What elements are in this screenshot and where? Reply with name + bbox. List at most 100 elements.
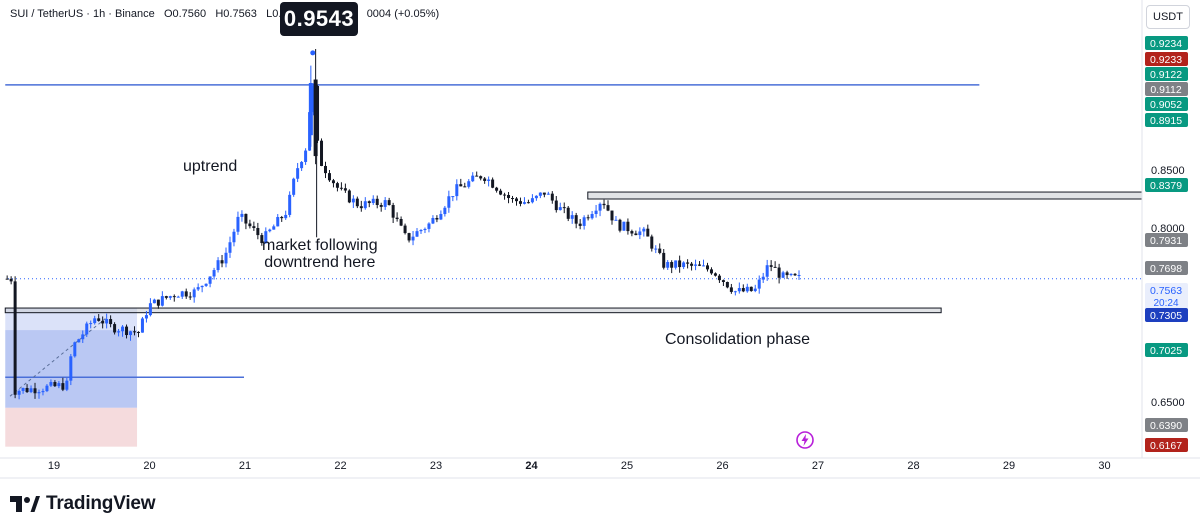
price-tag-0-7025: 0.7025 xyxy=(1145,343,1188,357)
price-tag-bg xyxy=(1145,67,1188,81)
candle-body xyxy=(347,190,351,203)
interval[interactable]: 1h xyxy=(92,8,106,20)
candle-body xyxy=(260,235,264,244)
target-zone-light xyxy=(5,308,138,331)
candle-body xyxy=(132,331,136,333)
peak-prev-body xyxy=(308,83,313,136)
candle-body xyxy=(443,207,447,215)
peak-candle-body xyxy=(313,79,318,157)
candle-body xyxy=(499,190,503,195)
x-tick-label: 30 xyxy=(1098,460,1110,472)
candle-body xyxy=(642,228,646,232)
candle-body xyxy=(391,205,395,218)
candle-body xyxy=(304,150,308,162)
price-tag-label: 0.7305 xyxy=(1150,310,1182,322)
candle-body xyxy=(244,213,248,224)
candle-body xyxy=(125,326,129,336)
price-tag-0-6390: 0.6390 xyxy=(1145,418,1188,432)
candle-body xyxy=(5,278,9,280)
candle-body xyxy=(113,324,117,333)
candle-body xyxy=(698,264,702,266)
candle-body xyxy=(694,264,698,266)
candle-body xyxy=(773,266,777,268)
price-tag-bg xyxy=(1145,343,1188,357)
candle-body xyxy=(793,273,797,276)
price-tag-label: 0.6167 xyxy=(1150,440,1182,452)
candle-body xyxy=(682,262,686,268)
candle-body xyxy=(717,275,721,281)
candle-body xyxy=(172,296,176,298)
candle-body xyxy=(415,231,419,237)
candle-body xyxy=(761,276,765,280)
candle-body xyxy=(300,161,304,169)
candle-body xyxy=(13,281,17,395)
y-tick-label: 0.6500 xyxy=(1151,397,1185,409)
candle-body xyxy=(526,202,530,204)
candle-body xyxy=(65,380,69,390)
candle-body xyxy=(467,181,471,187)
price-tag-bg xyxy=(1145,283,1188,309)
candle-body xyxy=(514,198,518,202)
price-tag-0-7698: 0.7698 xyxy=(1145,261,1188,275)
candle-body xyxy=(626,221,630,232)
candle-body xyxy=(522,202,526,204)
candle-body xyxy=(459,184,463,187)
candle-body xyxy=(312,85,316,113)
candle-body xyxy=(455,184,459,197)
x-tick-label: 29 xyxy=(1003,460,1015,472)
candle-body xyxy=(578,223,582,226)
candle-body xyxy=(733,291,737,293)
candle-body xyxy=(702,265,706,267)
x-tick-label: 21 xyxy=(239,460,251,472)
candle-body xyxy=(554,200,558,211)
candle-body xyxy=(662,252,666,268)
tradingview-logo[interactable]: TradingView xyxy=(10,493,156,515)
candle-body xyxy=(638,231,642,236)
candle-body xyxy=(598,203,602,211)
candle-body xyxy=(650,236,654,249)
x-tick-label: 25 xyxy=(621,460,633,472)
candle-body xyxy=(208,276,212,284)
candle-body xyxy=(335,183,339,188)
candle-body xyxy=(383,200,387,207)
candle-body xyxy=(61,383,65,390)
candle-body xyxy=(785,272,789,276)
trend-line xyxy=(9,318,106,397)
peak-price-label: 0.9543 xyxy=(280,2,358,36)
candle-body xyxy=(180,291,184,297)
candle-body xyxy=(204,283,208,286)
candle-body xyxy=(320,140,324,166)
candle-body xyxy=(666,262,670,268)
zones xyxy=(4,191,1143,447)
drawn-lines[interactable] xyxy=(5,84,1142,397)
lightning-icon[interactable] xyxy=(795,430,815,450)
candle-body xyxy=(284,214,288,219)
candle-body xyxy=(351,198,355,203)
price-tag-bg xyxy=(1145,261,1188,275)
exchange: Binance xyxy=(115,8,155,20)
candle-body xyxy=(45,385,49,392)
candle-body xyxy=(690,263,694,266)
candle-body xyxy=(248,223,252,227)
candle-body xyxy=(542,192,546,195)
candle-body xyxy=(264,231,268,244)
candle-body xyxy=(538,192,542,196)
candle-body xyxy=(49,382,53,386)
candle-body xyxy=(411,236,415,241)
candle-body xyxy=(268,229,272,232)
symbol-name[interactable]: SUI / TetherUS xyxy=(10,8,84,20)
candle-body xyxy=(73,342,77,357)
candle-body xyxy=(479,176,483,179)
candle-body xyxy=(117,331,121,333)
tradingview-logo-icon xyxy=(10,496,40,512)
candle-body xyxy=(721,280,725,283)
price-tag-label: 0.7698 xyxy=(1150,263,1182,275)
candle-body xyxy=(471,175,475,182)
currency-button[interactable]: USDT xyxy=(1146,5,1190,29)
candle-body xyxy=(419,230,423,232)
x-tick-label: 24 xyxy=(525,460,538,472)
x-tick-label: 26 xyxy=(716,460,728,472)
candle-body xyxy=(630,231,634,234)
y-tick-label: 0.8500 xyxy=(1151,165,1185,177)
